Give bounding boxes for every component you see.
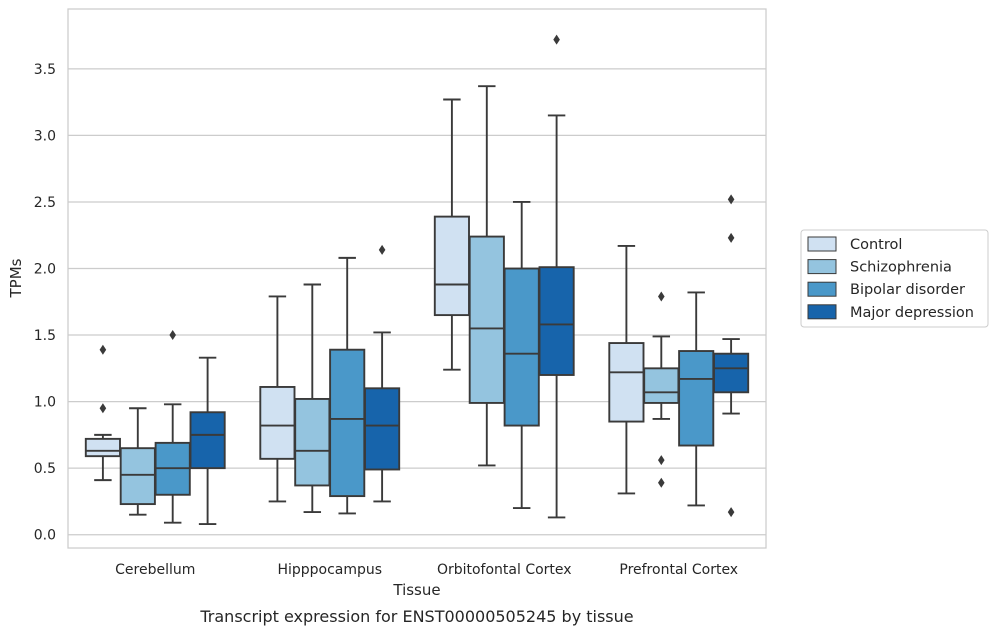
box-body <box>259 386 296 460</box>
y-tick-label: 1.5 <box>34 328 56 344</box>
y-tick-label: 0.0 <box>34 528 56 544</box>
box-group <box>608 244 645 495</box>
y-tick-label: 2.0 <box>34 262 56 278</box>
x-tick-label: Hipppocampus <box>277 562 382 578</box>
box-group <box>329 256 366 515</box>
box-group <box>84 344 121 482</box>
y-axis-title: TPMs <box>7 258 25 298</box>
box-body <box>84 437 121 458</box>
x-tick-label: Orbitofontal Cortex <box>437 562 572 578</box>
box-group <box>259 295 296 503</box>
y-tick-label: 1.0 <box>34 395 56 411</box>
plot-area <box>67 8 767 549</box>
legend-swatch <box>807 304 837 320</box>
box-body <box>189 411 226 470</box>
box-body <box>119 447 156 506</box>
outlier-marker <box>727 194 735 205</box>
legend-label: Major depression <box>850 305 974 321</box>
figure-caption: Transcript expression for ENST0000050524… <box>199 607 633 626</box>
legend-label: Schizophrenia <box>850 260 952 276</box>
box-body <box>468 235 505 404</box>
box-body <box>643 367 680 404</box>
box-group <box>364 244 401 503</box>
box-body <box>433 215 470 317</box>
box-group <box>468 85 505 467</box>
box-group <box>713 194 750 518</box>
box-group <box>503 201 540 510</box>
outlier-marker <box>658 455 665 466</box>
outlier-marker <box>727 232 735 243</box>
outlier-marker <box>727 507 735 518</box>
legend-swatch <box>807 236 837 252</box>
x-tick-label: Prefrontal Cortex <box>619 562 738 578</box>
legend-frame <box>800 229 989 328</box>
box-group <box>154 330 191 524</box>
x-tick-labels: Cerebellum Hipppocampus Orbitofontal Corte… <box>115 562 738 578</box>
box-group <box>433 98 470 371</box>
outlier-marker <box>99 403 107 414</box>
outlier-marker <box>658 477 665 488</box>
box-body <box>294 397 331 487</box>
box-group <box>678 291 715 507</box>
y-tick-label: 0.5 <box>34 461 56 477</box>
y-tick-labels: 0.0 0.5 1.0 1.5 2.0 2.5 3.0 3.5 <box>34 62 56 544</box>
box-group <box>294 283 331 514</box>
box-body <box>713 352 750 394</box>
outlier-marker <box>99 344 107 355</box>
legend: Control Schizophrenia Bipolar disorder Majo… <box>800 229 989 328</box>
box-body <box>608 342 645 423</box>
box-group <box>643 291 680 488</box>
outlier-marker <box>658 291 665 302</box>
boxes <box>84 34 750 525</box>
box-group <box>119 407 156 516</box>
x-axis-title: Tissue <box>392 581 440 599</box>
box-body <box>538 266 575 376</box>
y-tick-label: 3.0 <box>34 128 56 144</box>
legend-label: Control <box>850 237 902 253</box>
outlier-marker <box>169 330 176 341</box>
outlier-marker <box>553 34 560 45</box>
box-group <box>538 34 575 519</box>
x-tick-label: Cerebellum <box>115 562 195 578</box>
box-body <box>678 350 715 447</box>
outlier-marker <box>378 244 386 255</box>
legend-swatch <box>807 259 837 275</box>
legend-label: Bipolar disorder <box>850 282 965 298</box>
box-body <box>329 348 366 498</box>
legend-entries: Control Schizophrenia Bipolar disorder Majo… <box>807 236 974 321</box>
legend-swatch <box>807 281 837 297</box>
y-tick-label: 3.5 <box>34 62 56 78</box>
y-tick-label: 2.5 <box>34 195 56 211</box>
box-body <box>503 267 540 427</box>
box-body <box>364 387 401 471</box>
box-group <box>189 356 226 525</box>
